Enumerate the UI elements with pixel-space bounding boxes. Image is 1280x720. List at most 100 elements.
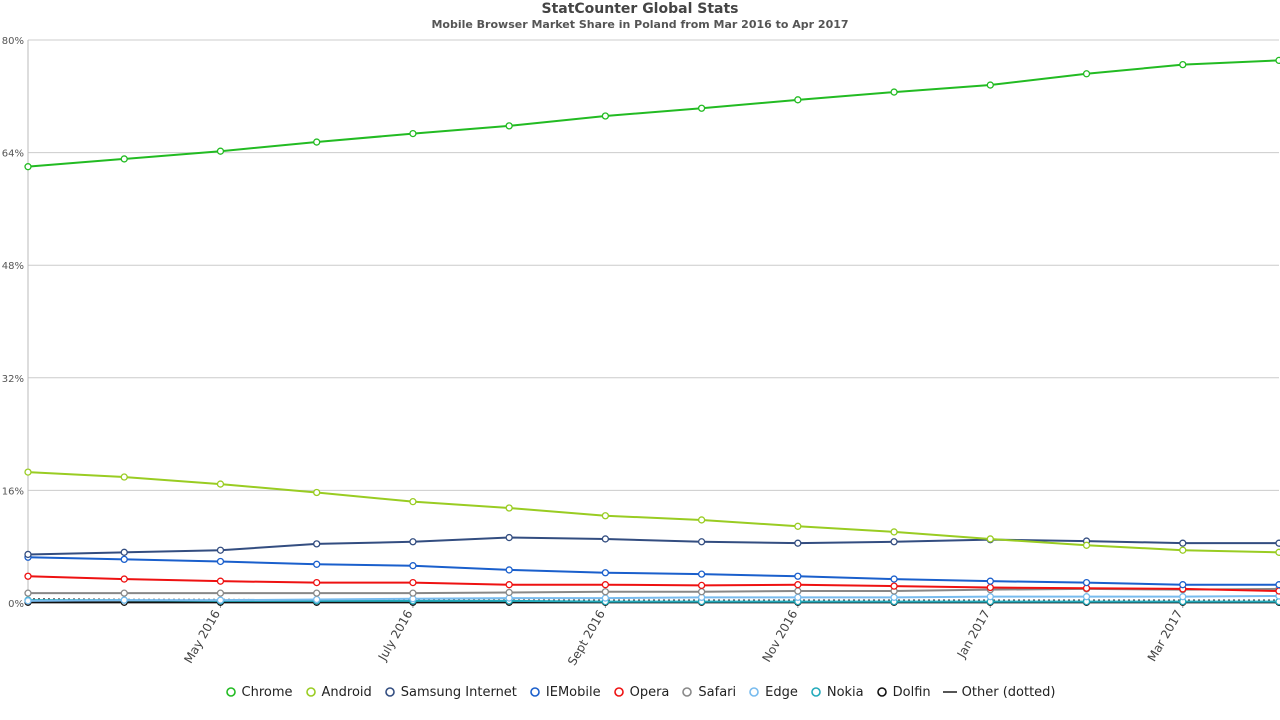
y-tick-label: 0% [8,599,24,610]
data-point [986,583,994,592]
data-point [409,578,417,587]
data-point [1275,548,1280,556]
legend-item[interactable]: Other (dotted) [942,684,1056,700]
data-point [1275,539,1280,547]
data-point [216,577,225,585]
legend-item[interactable]: Opera [613,684,670,700]
y-tick-label: 80% [2,36,24,47]
data-point [505,581,513,589]
x-tick-label: Sept 2016 [565,608,608,668]
legend-label: Dolfin [892,684,931,700]
data-point [505,504,513,512]
data-point [794,581,802,589]
data-point [216,480,225,488]
legend-label: Edge [765,684,798,700]
data-point [120,473,128,481]
x-tick-label: Mar 2017 [1145,608,1186,664]
data-point [216,557,225,566]
legend-item[interactable]: IEMobile [529,685,601,700]
data-point [409,129,417,138]
legend-item[interactable]: Dolfin [876,685,931,700]
data-point [313,540,321,548]
circle-marker-icon [682,687,693,697]
data-point [505,566,513,574]
data-point [601,581,610,589]
data-point [1275,56,1280,65]
legend-label: Chrome [241,684,293,700]
circle-marker-icon [876,687,887,697]
data-point [216,589,225,597]
series-line [27,556,1279,586]
legend-item[interactable]: Safari [681,685,736,700]
legend-item[interactable]: Nokia [810,685,864,700]
legend-item[interactable]: Android [305,685,372,700]
data-point [890,538,898,546]
legend-item[interactable]: Chrome [225,685,293,700]
data-point [697,581,706,590]
data-point [120,589,128,597]
data-point [1179,593,1187,601]
line-marker-icon [942,691,957,693]
x-tick-label: July 2016 [375,608,416,664]
x-tick-label: May 2016 [181,608,223,666]
data-point [697,538,706,546]
data-point [1179,60,1187,69]
data-point [986,577,994,585]
data-point [24,550,32,559]
circle-marker-icon [225,687,236,697]
data-point [313,589,321,597]
data-point [216,596,225,604]
series-android [24,468,1280,556]
legend-label: Other (dotted) [961,684,1056,700]
x-tick-label: Nov 2016 [759,608,800,665]
data-point [890,582,898,590]
data-point [313,560,321,568]
data-point [794,572,802,580]
series-line [28,587,1280,595]
data-point [601,588,610,596]
data-point [794,593,802,602]
data-point [216,147,225,155]
data-point [1082,541,1091,549]
legend-label: IEMobile [545,684,601,700]
data-point [1275,587,1280,595]
data-point [313,138,321,146]
legend-item[interactable]: Samsung Internet [384,685,517,700]
series-chrome [24,56,1280,171]
data-point [601,594,610,602]
data-point [794,522,802,530]
circle-marker-icon [613,687,624,697]
data-point [986,593,994,601]
data-point [409,589,417,597]
y-tick-label: 64% [2,149,24,160]
data-point [313,595,321,604]
data-point [313,488,321,497]
data-point [601,512,610,520]
legend-label: Android [321,684,372,700]
data-point [505,588,513,597]
data-point [794,539,802,547]
legend-label: Opera [629,684,670,700]
data-point [986,81,994,89]
series-iemobile [24,553,1280,589]
data-point [120,548,128,556]
legend-item[interactable]: Edge [748,685,798,700]
data-point [794,587,802,595]
data-point [24,589,32,597]
chart-title: StatCounter Global Stats [541,1,739,17]
data-point [1082,70,1091,78]
series-line [27,598,1279,601]
data-point [601,569,610,577]
legend-label: Nokia [826,684,864,700]
data-point [505,533,513,542]
data-point [697,104,706,112]
data-point [697,516,706,524]
data-point [697,570,706,578]
series-line [27,59,1280,168]
circle-marker-icon [530,687,540,697]
data-point [890,88,898,96]
data-point [890,528,898,536]
data-point [986,535,994,543]
circle-marker-icon [811,687,821,697]
data-point [120,575,128,583]
